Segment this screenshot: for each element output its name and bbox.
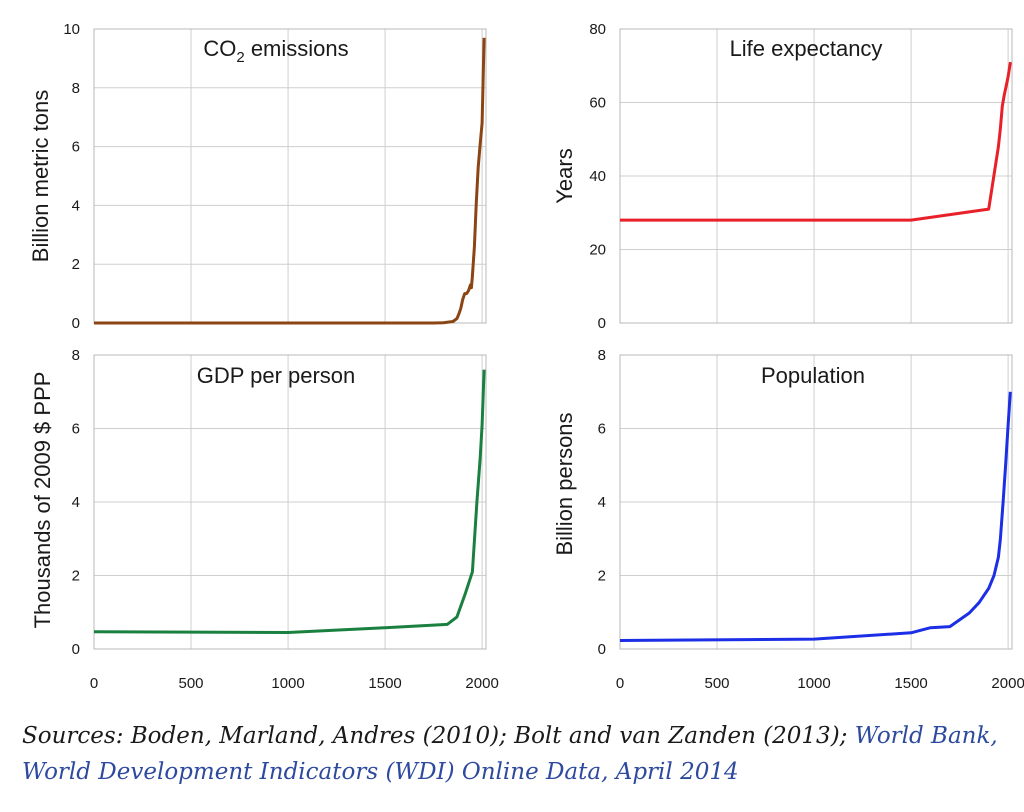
panel-gdp-per-person: 0 2 4 6 8 0 500 1000 1500 2000 GDP per person Th…	[30, 347, 499, 692]
life-expectancy-line	[620, 61, 1012, 222]
y-tick-label: 6	[72, 139, 80, 156]
y-tick-label: 40	[589, 168, 606, 185]
co2-emissions-line	[94, 37, 486, 325]
plot-frame	[93, 28, 487, 324]
chart-title: CO2 emissions	[203, 36, 348, 66]
y-tick-label: 0	[72, 641, 80, 658]
population-line	[619, 391, 1012, 642]
y-tick-label: 60	[589, 95, 606, 112]
y-axis-label: Years	[552, 148, 577, 203]
figure: 0 2 4 6 8 10 CO2 emissions Billion metric ton…	[28, 21, 1024, 692]
y-tick-label: 0	[598, 315, 606, 332]
y-tick-label: 4	[598, 494, 606, 511]
y-tick-label: 2	[72, 568, 80, 585]
y-tick-label: 2	[598, 568, 606, 585]
y-axis-label: Thousands of 2009 $ PPP	[30, 372, 55, 629]
y-tick-label: 80	[589, 21, 606, 38]
x-tick-label: 1000	[797, 675, 830, 692]
y-tick-label: 0	[72, 315, 80, 332]
y-tick-label: 8	[72, 80, 80, 97]
panel-population: 0 2 4 6 8 0 500 1000 1500 2000 Population Billio…	[552, 347, 1024, 692]
chart-title: GDP per person	[197, 363, 356, 388]
x-tick-label: 2000	[991, 675, 1024, 692]
y-tick-label: 8	[598, 347, 606, 364]
chart-title: Population	[761, 363, 865, 388]
x-tick-label: 500	[705, 675, 730, 692]
plot-frame	[93, 354, 487, 650]
gdp-per-person-line	[93, 369, 486, 634]
plot-frame	[619, 28, 1013, 324]
y-tick-label: 0	[598, 641, 606, 658]
sources-text: Sources: Boden, Marland, Andres (2010); …	[22, 723, 855, 749]
y-tick-label: 6	[598, 421, 606, 438]
y-axis-label: Billion persons	[552, 412, 577, 555]
x-tick-label: 0	[90, 675, 98, 692]
y-tick-label: 10	[63, 21, 80, 38]
y-axis-label: Billion metric tons	[28, 90, 53, 262]
y-tick-label: 20	[589, 242, 606, 259]
chart-title: Life expectancy	[730, 36, 883, 61]
sources-note: Sources: Boden, Marland, Andres (2010); …	[22, 718, 1002, 790]
panel-life-expectancy: 0 20 40 60 80 Life expectancy Years	[552, 21, 1013, 332]
plot-frame	[619, 354, 1013, 650]
y-tick-label: 6	[72, 421, 80, 438]
x-tick-label: 500	[179, 675, 204, 692]
x-tick-label: 1500	[894, 675, 927, 692]
x-tick-label: 2000	[465, 675, 498, 692]
x-tick-label: 0	[616, 675, 624, 692]
x-tick-label: 1000	[271, 675, 304, 692]
sources-link[interactable]: World Bank, World Development Indicators…	[22, 723, 998, 785]
y-tick-label: 8	[72, 347, 80, 364]
y-tick-label: 4	[72, 494, 80, 511]
panel-co2-emissions: 0 2 4 6 8 10 CO2 emissions Billion metric ton…	[28, 21, 487, 332]
x-tick-label: 1500	[368, 675, 401, 692]
y-tick-label: 4	[72, 197, 80, 214]
y-tick-label: 2	[72, 256, 80, 273]
